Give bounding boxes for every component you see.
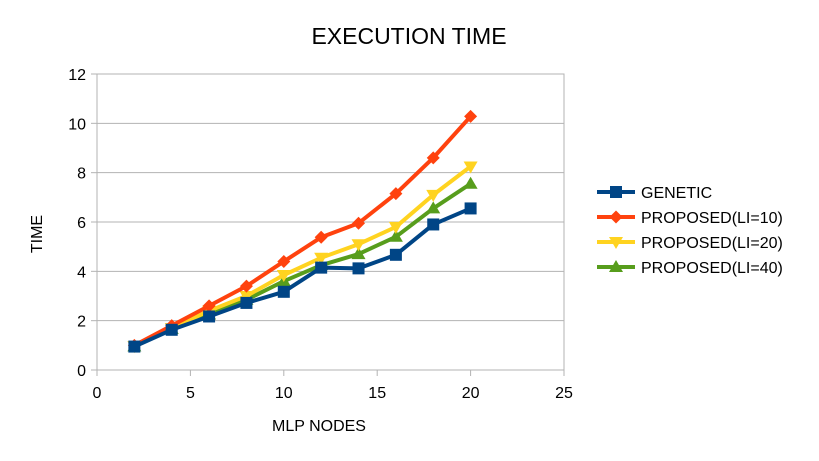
y-axis-label: TIME <box>29 215 46 253</box>
data-point <box>463 176 478 189</box>
x-axis-label: MLP NODES <box>272 418 366 435</box>
legend-label: GENETIC <box>641 185 712 202</box>
data-point <box>165 323 178 336</box>
legend-marker <box>610 186 622 198</box>
legend-item: GENETIC <box>597 185 712 202</box>
y-tick-label: 6 <box>77 215 86 232</box>
y-tick-label: 0 <box>77 363 86 380</box>
data-point <box>277 254 291 268</box>
series-line <box>133 115 473 348</box>
data-point <box>388 221 403 234</box>
legend-label: PROPOSED(LI=10) <box>641 210 783 227</box>
x-tick-label: 20 <box>462 385 480 402</box>
data-point <box>277 285 290 298</box>
legend-marker <box>609 260 623 272</box>
series-line <box>133 164 472 348</box>
data-point <box>314 230 328 244</box>
data-point <box>426 201 441 214</box>
data-point <box>239 279 253 293</box>
x-tick-label: 0 <box>93 385 102 402</box>
data-point <box>351 239 366 252</box>
data-point <box>240 296 253 309</box>
data-point <box>276 270 291 283</box>
legend-item: PROPOSED(LI=20) <box>597 235 783 252</box>
series-line <box>133 206 472 349</box>
chart-title: EXECUTION TIME <box>311 23 506 49</box>
x-axis-ticks: 0 5 10 15 20 25 <box>93 370 573 402</box>
legend-marker <box>609 237 623 249</box>
series-0 <box>128 202 477 353</box>
y-tick-label: 2 <box>77 314 86 331</box>
data-point <box>389 187 403 201</box>
data-point <box>351 247 366 260</box>
data-point <box>128 340 141 353</box>
legend: GENETIC PROPOSED(LI=10) PROPOSED(LI=20) PRO… <box>597 185 783 277</box>
x-tick-label: 10 <box>275 385 293 402</box>
data-point <box>388 229 403 242</box>
data-point <box>315 261 328 274</box>
y-tick-label: 8 <box>77 166 86 183</box>
series-2 <box>127 161 478 354</box>
data-point <box>202 299 216 313</box>
series-group <box>127 109 478 354</box>
y-axis-ticks: 0 2 4 6 8 10 12 <box>68 67 97 380</box>
legend-marker <box>609 210 623 224</box>
data-point <box>426 151 440 165</box>
legend-item: PROPOSED(LI=10) <box>597 210 783 227</box>
data-point <box>352 216 366 230</box>
data-point <box>389 248 402 261</box>
data-point <box>426 189 441 202</box>
data-point <box>464 202 477 215</box>
legend-item: PROPOSED(LI=40) <box>597 260 783 277</box>
data-point <box>352 262 365 275</box>
data-point <box>314 252 329 265</box>
y-tick-label: 10 <box>68 116 86 133</box>
legend-label: PROPOSED(LI=20) <box>641 235 783 252</box>
data-point <box>203 310 216 323</box>
y-tick-label: 4 <box>77 264 86 281</box>
y-tick-label: 12 <box>68 67 86 84</box>
x-tick-label: 5 <box>186 385 195 402</box>
x-tick-label: 25 <box>555 385 573 402</box>
data-point <box>464 109 478 123</box>
legend-label: PROPOSED(LI=40) <box>641 260 783 277</box>
data-point <box>463 161 478 174</box>
data-point <box>427 218 440 231</box>
x-tick-label: 15 <box>368 385 386 402</box>
